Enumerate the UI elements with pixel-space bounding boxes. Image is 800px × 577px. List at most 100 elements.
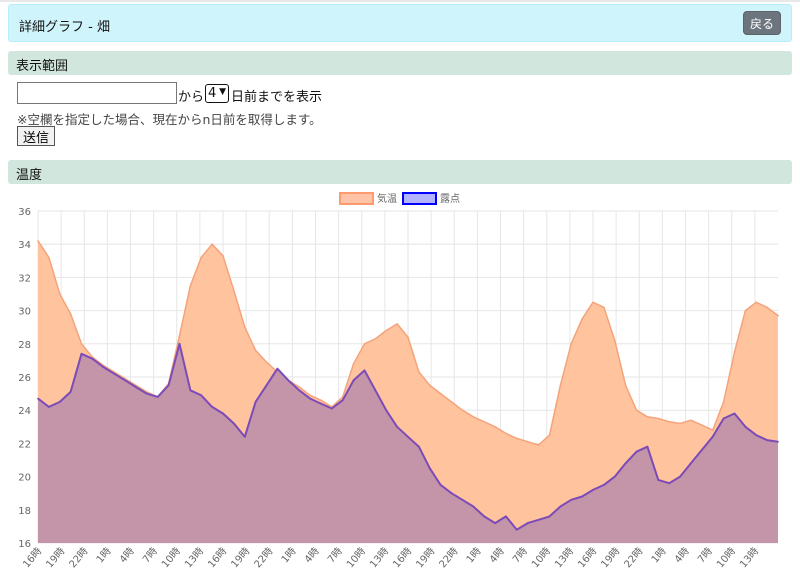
dew-point: [407, 436, 409, 438]
temp-point: [352, 362, 355, 365]
dew-point: [48, 406, 50, 408]
temp-point: [320, 399, 322, 401]
x-tick-label: 7時: [140, 545, 160, 565]
dew-point: [363, 369, 366, 372]
show-until-label: 日前までを表示: [231, 90, 323, 105]
temp-point: [298, 386, 301, 388]
x-tick-label: 22時: [252, 545, 276, 570]
dew-point: [766, 439, 768, 441]
y-tick-label: 16: [18, 539, 31, 550]
dew-point: [276, 367, 279, 370]
dew-point: [755, 434, 757, 436]
temp-point: [374, 338, 377, 340]
temp-point: [635, 409, 638, 411]
temp-point: [690, 419, 692, 421]
dew-point: [298, 389, 301, 392]
dew-point: [635, 450, 638, 453]
days-select-value: 4: [208, 86, 217, 101]
date-input[interactable]: [17, 82, 177, 104]
dew-point: [178, 343, 181, 345]
temp-point: [200, 256, 202, 259]
x-tick-label: 1時: [94, 545, 114, 565]
temp-point: [646, 416, 649, 418]
range-section-header: 表示範囲: [8, 51, 792, 75]
submit-button[interactable]: 送信: [17, 126, 55, 146]
y-tick-label: 36: [18, 207, 31, 218]
temp-point: [385, 329, 388, 332]
dew-point: [777, 440, 779, 443]
dew-point: [701, 449, 703, 451]
chart-legend: 気温 露点: [339, 192, 460, 205]
x-tick-label: 19時: [599, 545, 623, 570]
temperature-section-header: 温度: [8, 160, 792, 184]
temp-point: [722, 401, 725, 403]
temp-point: [581, 318, 583, 320]
dew-point: [200, 394, 202, 397]
temp-point: [450, 401, 453, 403]
legend-swatch-dew: [402, 192, 437, 205]
x-tick-label: 19時: [44, 545, 68, 570]
x-tick-label: 22時: [622, 545, 646, 570]
dew-point: [439, 484, 442, 486]
dew-point: [124, 379, 126, 382]
dew-point: [222, 412, 224, 415]
temp-point: [755, 301, 757, 304]
temp-point: [69, 313, 72, 315]
y-tick-label: 20: [18, 473, 31, 484]
dew-point: [167, 384, 170, 387]
page-header: 詳細グラフ - 畑 戻る: [8, 4, 792, 42]
temp-point: [254, 349, 257, 352]
temp-point: [211, 243, 213, 245]
dew-point: [559, 505, 562, 508]
temp-point: [396, 323, 398, 325]
days-select[interactable]: 4 ▼: [205, 84, 229, 103]
temp-point: [505, 432, 507, 435]
legend-swatch-temp: [339, 192, 374, 205]
temp-point: [233, 289, 235, 292]
dew-point: [385, 409, 388, 411]
temp-point: [570, 343, 572, 345]
y-tick-label: 28: [18, 340, 31, 351]
temp-point: [679, 422, 681, 425]
x-tick-label: 19時: [414, 545, 438, 570]
dew-point: [91, 357, 94, 360]
dew-point: [614, 475, 616, 478]
from-label: から: [178, 90, 205, 105]
temp-point: [624, 384, 627, 387]
y-tick-label: 22: [18, 439, 31, 450]
dew-point: [657, 479, 660, 481]
back-button[interactable]: 戻る: [743, 11, 781, 35]
temp-point: [733, 351, 736, 353]
dew-point: [156, 396, 159, 398]
temp-point: [37, 240, 39, 242]
temp-point: [59, 293, 61, 295]
temp-point: [657, 417, 660, 420]
dew-point: [265, 384, 268, 387]
temp-point: [363, 343, 366, 345]
legend-label-temp: 気温: [377, 192, 397, 205]
temp-point: [244, 326, 246, 328]
temp-point: [559, 384, 562, 387]
y-tick-label: 32: [18, 273, 31, 284]
x-tick-label: 10時: [529, 545, 553, 570]
dew-point: [581, 495, 583, 498]
x-tick-label: 13時: [367, 545, 391, 570]
temp-point: [439, 392, 442, 395]
dew-point: [331, 407, 333, 410]
x-tick-label: 10時: [714, 545, 738, 570]
dew-point: [102, 366, 105, 368]
dew-point: [341, 399, 344, 401]
temp-point: [265, 361, 268, 363]
y-tick-label: 18: [18, 506, 31, 517]
dew-point: [37, 397, 39, 400]
dew-point: [483, 515, 486, 518]
temp-point: [494, 426, 496, 428]
dew-point: [505, 515, 507, 518]
x-tick-label: 7時: [695, 545, 715, 565]
temp-point: [48, 256, 50, 259]
dew-point: [624, 462, 627, 465]
legend-label-dew: 露点: [440, 193, 460, 205]
x-tick-label: 16時: [390, 545, 414, 570]
chevron-down-icon: ▼: [219, 87, 226, 97]
